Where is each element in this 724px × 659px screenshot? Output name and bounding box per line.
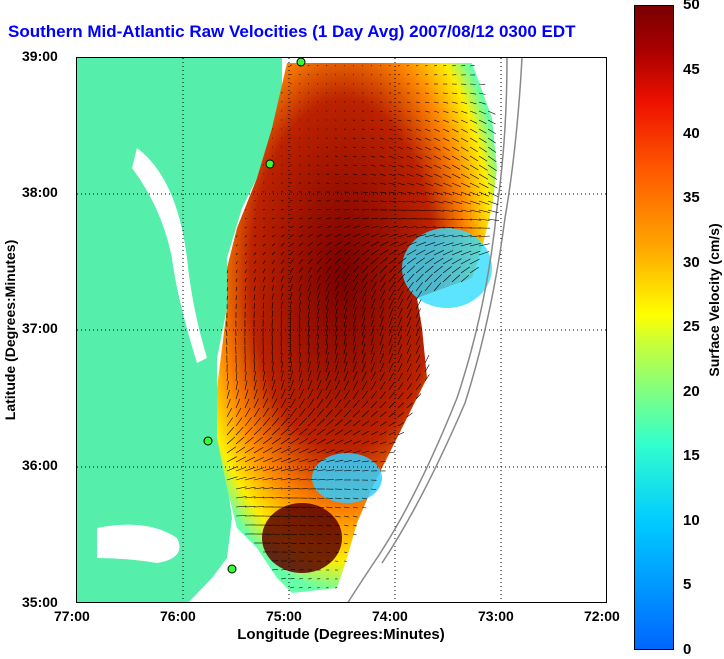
slow-zone <box>312 453 382 503</box>
lon-tick: 74:00 <box>372 608 408 624</box>
colorbar-tick: 35 <box>683 189 700 206</box>
bay-water <box>132 148 207 363</box>
y-axis-label: Latitude (Degrees:Minutes) <box>2 239 18 421</box>
colorbar-tick: 0 <box>683 641 692 658</box>
colorbar-tick: 20 <box>683 383 700 400</box>
radar-station-marker <box>227 564 237 574</box>
lon-tick: 73:00 <box>478 608 514 624</box>
velocity-field <box>217 63 497 593</box>
lat-tick: 35:00 <box>22 594 58 610</box>
colorbar-tick: 25 <box>683 318 700 335</box>
lat-tick: 38:00 <box>22 184 58 200</box>
colorbar-tick: 15 <box>683 447 700 464</box>
map-canvas <box>77 58 606 602</box>
lon-tick: 72:00 <box>584 608 620 624</box>
colorbar-tick: 40 <box>683 125 700 142</box>
lon-tick: 77:00 <box>54 608 90 624</box>
lat-tick: 37:00 <box>22 320 58 336</box>
lon-tick: 75:00 <box>266 608 302 624</box>
fast-zone <box>262 503 342 573</box>
colorbar-tick: 30 <box>683 254 700 271</box>
isobath <box>347 58 508 602</box>
radar-station-marker <box>203 436 213 446</box>
radar-station-marker <box>265 159 275 169</box>
slow-zone <box>402 228 492 308</box>
lat-tick: 39:00 <box>22 48 58 64</box>
colorbar <box>634 5 674 650</box>
sound-water <box>97 524 180 563</box>
colorbar-tick: 45 <box>683 61 700 78</box>
colorbar-label: Surface Velocity (cm/s) <box>706 223 722 377</box>
radar-station-marker <box>296 58 306 67</box>
colorbar-tick: 10 <box>683 512 700 529</box>
map-title: Southern Mid-Atlantic Raw Velocities (1 … <box>8 22 576 41</box>
x-axis-label: Longitude (Degrees:Minutes) <box>237 626 445 643</box>
lat-tick: 36:00 <box>22 457 58 473</box>
map-plot-area <box>76 57 607 603</box>
lon-tick: 76:00 <box>160 608 196 624</box>
land-mass <box>77 58 282 602</box>
velocity-arrows <box>226 64 499 589</box>
colorbar-tick: 5 <box>683 576 692 593</box>
colorbar-tick: 50 <box>683 0 700 13</box>
isobath <box>381 58 523 564</box>
